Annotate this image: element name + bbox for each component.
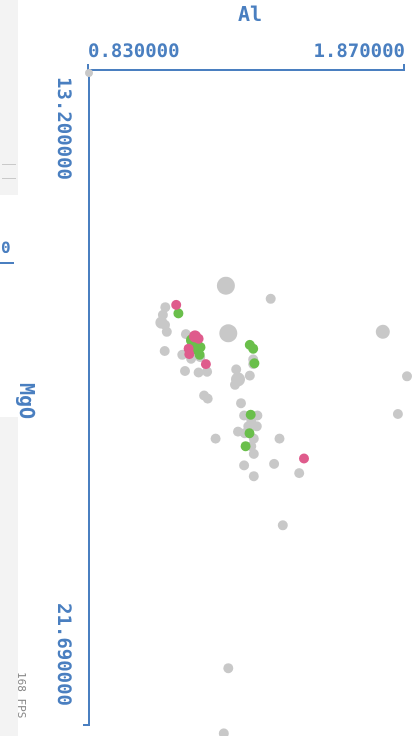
panel-divider: [2, 178, 16, 179]
data-points: [85, 69, 412, 736]
data-point-grey: [230, 379, 240, 390]
data-point-green: [240, 441, 251, 452]
data-point-grey: [248, 448, 259, 459]
data-point-grey: [274, 433, 285, 444]
y-tick-label-min: 13.200000: [53, 77, 75, 180]
data-point-pink: [184, 349, 195, 360]
data-point-grey: [294, 468, 305, 479]
data-point-grey: [85, 69, 93, 77]
data-point-pink: [171, 299, 182, 310]
data-point-grey: [216, 276, 235, 295]
data-point-green: [173, 308, 184, 319]
data-point-grey: [210, 433, 221, 444]
data-point-grey: [248, 471, 259, 482]
data-point-pink: [200, 359, 211, 370]
data-point-grey: [239, 460, 250, 471]
left-side-panel: 0: [0, 0, 18, 736]
panel-divider: [2, 164, 16, 165]
data-point-pink: [193, 333, 204, 344]
data-point-grey: [236, 398, 246, 409]
data-point-grey: [219, 324, 238, 343]
data-point-grey: [180, 366, 190, 376]
data-point-grey: [277, 520, 288, 531]
y-axis-title: MgO: [15, 383, 39, 419]
data-point-pink: [299, 453, 309, 464]
data-point-grey: [161, 326, 172, 337]
x-axis: [87, 64, 405, 71]
data-point-green: [249, 358, 260, 369]
y-axis: [83, 70, 90, 726]
data-point-grey: [159, 346, 170, 356]
data-point-grey: [392, 409, 403, 419]
x-axis-title: Al: [238, 2, 262, 26]
data-point-grey: [218, 728, 229, 736]
data-point-grey: [244, 370, 255, 381]
data-point-grey: [402, 371, 412, 382]
data-point-green: [244, 428, 255, 439]
data-point-grey: [375, 324, 390, 339]
data-point-grey: [202, 366, 213, 377]
data-point-grey: [193, 367, 204, 378]
data-point-grey: [223, 663, 234, 674]
data-point-grey: [269, 458, 280, 469]
data-point-green: [248, 343, 259, 354]
data-point-green: [245, 409, 256, 420]
x-tick-label-max: 1.870000: [313, 40, 405, 62]
x-tick-label-min: 0.830000: [88, 40, 180, 62]
data-point-grey: [202, 393, 213, 404]
partial-axis-line: [0, 262, 14, 264]
panel-gap: [0, 195, 18, 417]
data-point-green: [194, 349, 205, 360]
data-point-grey: [265, 293, 276, 304]
data-point-grey: [231, 364, 242, 375]
y-tick-label-max: 21.690000: [53, 603, 75, 706]
data-point-grey: [160, 302, 171, 313]
data-point-grey: [251, 421, 262, 432]
partial-axis-label: 0: [1, 238, 11, 257]
